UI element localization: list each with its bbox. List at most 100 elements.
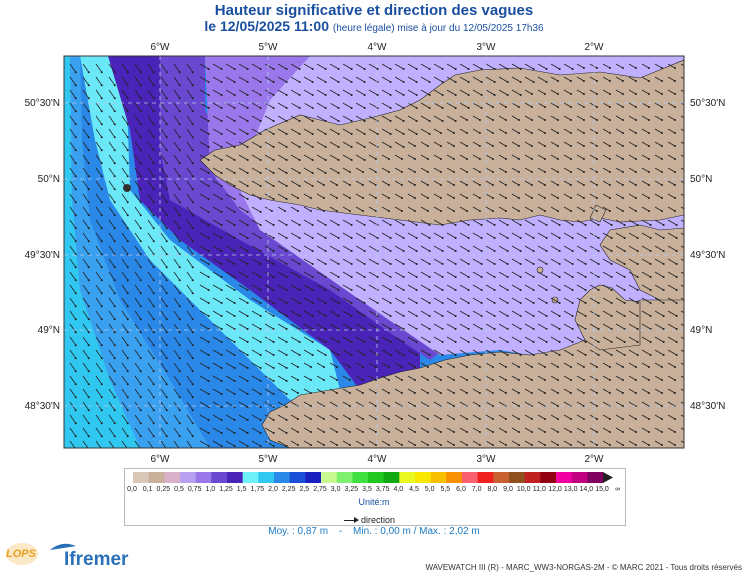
- direction-arrowhead: [687, 171, 689, 173]
- direction-arrow: [641, 284, 651, 291]
- direction-arrowhead: [246, 250, 249, 252]
- direction-arrow: [381, 232, 391, 239]
- direction-arrowhead: [415, 81, 418, 83]
- direction-arrowhead: [152, 71, 155, 74]
- direction-arrowhead: [649, 224, 652, 226]
- direction-arrowhead: [517, 158, 520, 160]
- direction-arrowhead: [152, 409, 155, 412]
- direction-arrowhead: [452, 132, 455, 134]
- direction-arrow: [498, 297, 508, 304]
- direction-arrow: [394, 323, 404, 330]
- direction-arrow: [225, 258, 235, 265]
- direction-arrowhead: [636, 302, 639, 304]
- direction-arrowhead: [298, 263, 301, 265]
- direction-arrowhead: [675, 354, 678, 356]
- direction-arrow: [82, 154, 90, 164]
- direction-arrow: [654, 63, 663, 69]
- direction-arrow: [160, 271, 168, 281]
- direction-arrow: [576, 440, 585, 446]
- direction-arrowhead: [610, 250, 613, 252]
- direction-arrow: [264, 362, 274, 369]
- direction-arrow: [82, 232, 90, 242]
- direction-arrowhead: [595, 145, 598, 147]
- direction-arrowhead: [207, 393, 210, 395]
- direction-arrow: [69, 284, 77, 294]
- direction-arrowhead: [207, 120, 210, 122]
- direction-arrow: [602, 440, 611, 446]
- direction-arrow: [368, 245, 378, 252]
- direction-arrow: [394, 414, 403, 420]
- direction-arrowhead: [348, 197, 351, 199]
- direction-arrow: [459, 362, 468, 368]
- direction-arrow: [199, 284, 209, 291]
- direction-arrow: [69, 206, 77, 216]
- direction-arrowhead: [426, 145, 429, 147]
- direction-arrow: [108, 141, 116, 151]
- direction-arrow: [420, 76, 430, 83]
- direction-arrowhead: [441, 315, 444, 317]
- direction-arrow: [420, 245, 430, 252]
- direction-arrow: [329, 401, 338, 407]
- direction-arrowhead: [415, 68, 418, 70]
- direction-arrow: [251, 232, 261, 239]
- direction-arrow: [368, 349, 378, 356]
- direction-arrowhead: [480, 263, 483, 265]
- direction-arrowhead: [660, 431, 663, 433]
- direction-arrow: [368, 401, 377, 407]
- direction-arrow: [654, 258, 664, 265]
- direction-arrow: [82, 115, 90, 125]
- direction-arrowhead: [480, 276, 483, 278]
- direction-arrowhead: [337, 107, 340, 109]
- direction-arrow: [264, 427, 274, 434]
- direction-arrowhead: [126, 97, 129, 100]
- direction-arrow: [524, 219, 534, 226]
- direction-arrowhead: [454, 250, 457, 252]
- direction-arrow: [628, 141, 637, 147]
- direction-arrow: [472, 115, 481, 121]
- direction-arrow: [121, 89, 129, 99]
- direction-arrow: [342, 232, 352, 239]
- direction-arrow: [199, 206, 209, 213]
- direction-arrowhead: [689, 354, 691, 356]
- scale-swatch: [368, 472, 385, 483]
- direction-arrow: [420, 297, 430, 304]
- direction-arrowhead: [298, 133, 301, 135]
- direction-arrowhead: [374, 431, 377, 433]
- direction-arrowhead: [324, 107, 327, 109]
- lon-label-top: 6°W: [151, 42, 171, 53]
- direction-arrow: [524, 193, 533, 199]
- direction-arrow: [667, 232, 677, 239]
- direction-arrowhead: [506, 289, 509, 291]
- scale-tick-label: 5,5: [440, 486, 451, 493]
- direction-arrowhead: [324, 94, 327, 96]
- direction-arrowhead: [191, 409, 194, 412]
- direction-arrowhead: [428, 107, 431, 109]
- direction-arrow: [121, 323, 129, 333]
- direction-arrow: [407, 323, 417, 330]
- direction-arrow: [199, 440, 209, 447]
- lops-logo: LOPS: [6, 548, 36, 560]
- direction-arrowhead: [100, 110, 103, 113]
- direction-arrow: [394, 206, 403, 212]
- direction-arrowhead: [584, 328, 587, 330]
- direction-arrowhead: [376, 237, 379, 239]
- direction-arrow: [654, 180, 663, 186]
- direction-arrow: [277, 219, 287, 226]
- direction-arrowhead: [452, 379, 455, 381]
- direction-arrow: [225, 336, 235, 343]
- direction-arrow: [303, 375, 312, 381]
- direction-arrowhead: [374, 366, 377, 368]
- direction-arrowhead: [139, 305, 142, 308]
- direction-arrow: [238, 310, 248, 317]
- direction-arrowhead: [439, 158, 442, 160]
- direction-arrow: [615, 414, 624, 420]
- direction-arrow: [82, 349, 90, 359]
- direction-arrow: [498, 427, 507, 433]
- direction-arrowhead: [207, 263, 210, 265]
- direction-arrow: [368, 193, 377, 199]
- direction-arrow: [459, 141, 468, 147]
- direction-arrow: [212, 115, 222, 122]
- scale-swatch: [211, 472, 228, 483]
- direction-arrow: [355, 310, 365, 317]
- scale-tick-label: 0,75: [187, 486, 202, 493]
